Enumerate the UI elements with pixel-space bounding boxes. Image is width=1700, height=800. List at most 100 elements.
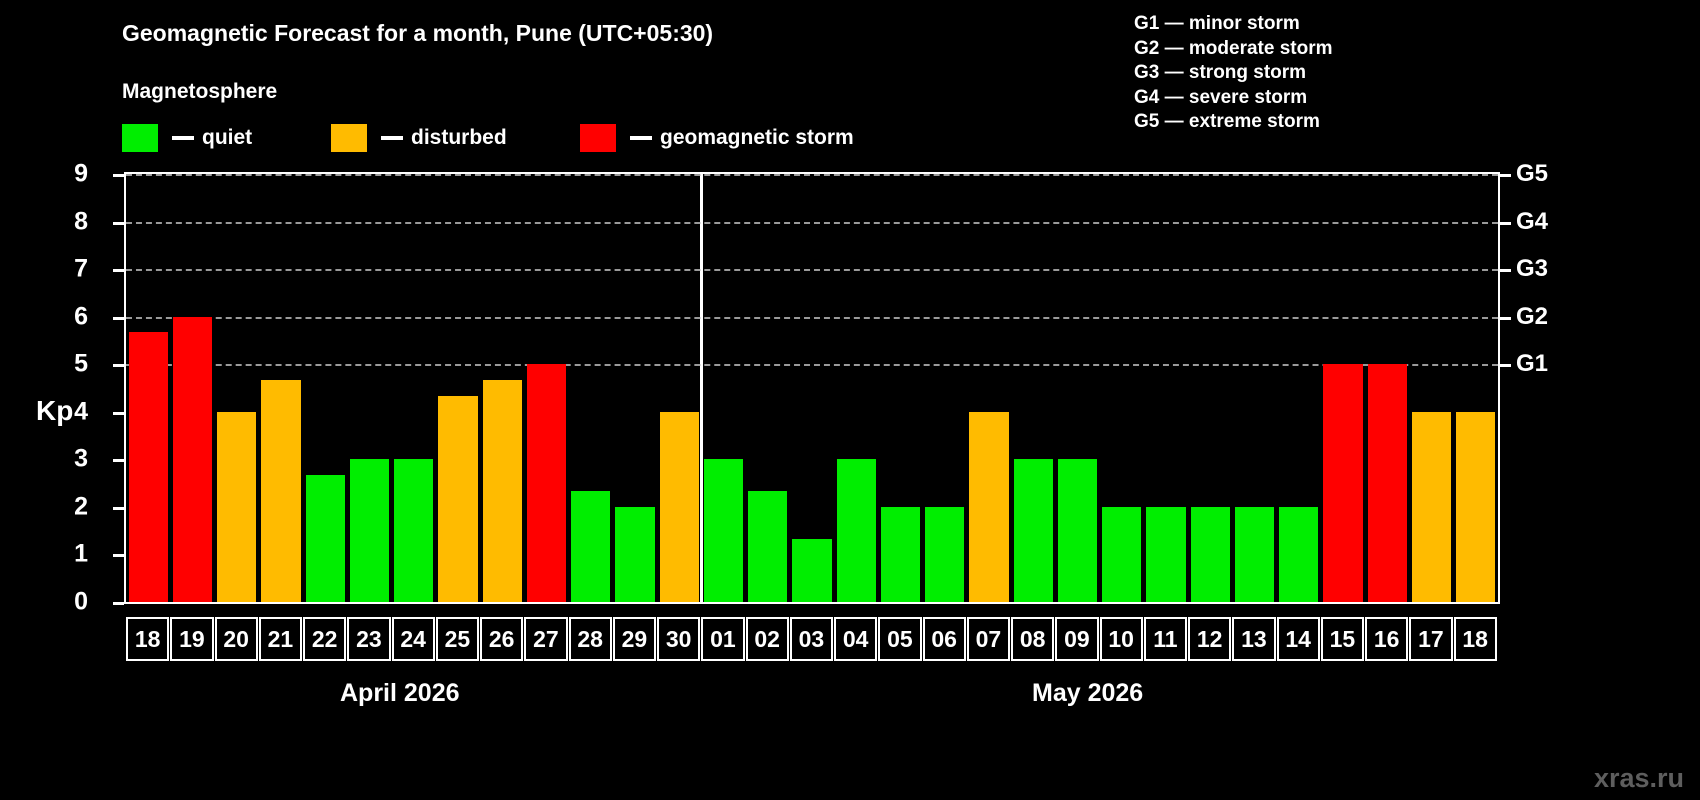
bar-april-18 (128, 332, 168, 602)
y-tick-mark-0 (113, 602, 124, 605)
date-cell-may-02[interactable]: 02 (745, 617, 789, 661)
legend-dash-icon (630, 136, 652, 140)
g-tick-label-G5: G5 (1516, 160, 1549, 187)
date-cell-may-03[interactable]: 03 (789, 617, 833, 661)
date-cell-april-27[interactable]: 27 (524, 617, 568, 661)
gscale-row-2: G2 — moderate storm (1134, 37, 1333, 59)
date-cell-may-04[interactable]: 04 (834, 617, 878, 661)
g-tick-label-G2: G2 (1516, 302, 1549, 330)
g-tick-mark-G4 (1500, 221, 1511, 225)
g-tick-label-G4: G4 (1516, 207, 1549, 235)
bar-may-05 (880, 506, 921, 602)
date-cell-april-22[interactable]: 22 (303, 617, 347, 661)
y-tick-label-8: 8 (74, 207, 88, 236)
y-tick-label-2: 2 (74, 492, 88, 521)
y-tick-label-3: 3 (74, 444, 88, 473)
bar-april-29 (615, 506, 655, 602)
legend-dash-icon (172, 136, 194, 140)
bar-may-11 (1146, 506, 1186, 602)
legend-item-storm: geomagnetic storm (580, 123, 854, 153)
bar-may-12 (1190, 506, 1230, 602)
date-cell-may-14[interactable]: 14 (1276, 617, 1320, 661)
bar-may-17 (1411, 411, 1452, 602)
date-cell-may-11[interactable]: 11 (1143, 617, 1187, 661)
date-cell-april-28[interactable]: 28 (568, 617, 612, 661)
gridline-kp-8 (126, 221, 1498, 224)
date-cell-may-09[interactable]: 09 (1055, 617, 1099, 661)
bar-may-13 (1234, 506, 1275, 602)
legend-label-storm: geomagnetic storm (660, 126, 854, 149)
y-tick-mark-8 (113, 221, 124, 225)
date-cell-may-10[interactable]: 10 (1099, 617, 1143, 661)
date-cell-may-07[interactable]: 07 (966, 617, 1010, 661)
date-cell-april-21[interactable]: 21 (258, 617, 302, 661)
date-cell-may-06[interactable]: 06 (922, 617, 966, 661)
bar-april-19 (172, 316, 212, 602)
bar-may-01 (703, 459, 744, 602)
bar-may-06 (925, 506, 965, 602)
g-tick-mark-G1 (1500, 364, 1511, 368)
date-cell-april-29[interactable]: 29 (612, 617, 656, 661)
bar-april-27 (526, 364, 567, 602)
y-tick-mark-1 (113, 554, 124, 558)
y-tick-mark-4 (113, 411, 124, 415)
legend-label-quiet: quiet (202, 126, 253, 149)
y-tick-label-0: 0 (74, 587, 88, 616)
y-tick-label-7: 7 (74, 254, 88, 283)
bar-april-24 (394, 459, 434, 602)
gscale-legend: G1 — minor storm G2 — moderate storm G3 — … (1134, 12, 1333, 135)
bar-may-16 (1367, 364, 1407, 602)
bar-may-14 (1279, 506, 1319, 602)
y-axis-label: Kp (36, 395, 74, 426)
legend-label-disturbed: disturbed (411, 126, 507, 149)
bar-may-07 (969, 411, 1009, 602)
watermark: xras.ru (1593, 763, 1684, 793)
date-cell-april-19[interactable]: 19 (170, 617, 214, 661)
date-cell-april-18[interactable]: 18 (126, 617, 170, 661)
gscale-row-5: G5 — extreme storm (1134, 111, 1320, 132)
legend-item-disturbed: disturbed (331, 123, 507, 153)
date-cell-april-26[interactable]: 26 (480, 617, 524, 661)
g-tick-label-G1: G1 (1516, 350, 1549, 378)
date-cell-may-15[interactable]: 15 (1320, 617, 1364, 661)
legend-swatch-quiet (122, 124, 158, 152)
magnetosphere-heading: Magnetosphere (122, 80, 278, 103)
date-axis: 18 19 20 21 22 23 24 25 26 27 28 29 30 01 02 03 04 05 06 07… (126, 617, 1498, 661)
date-cell-may-18[interactable]: 18 (1453, 617, 1497, 661)
date-cell-may-12[interactable]: 12 (1188, 617, 1232, 661)
date-cell-april-30[interactable]: 30 (657, 617, 701, 661)
g-tick-mark-G3 (1500, 269, 1511, 273)
legend-swatch-disturbed (331, 124, 367, 152)
g-tick-mark-G5 (1500, 174, 1511, 177)
g-tick-mark-G2 (1500, 316, 1511, 320)
date-cell-may-01[interactable]: 01 (701, 617, 745, 661)
date-cell-may-05[interactable]: 05 (878, 617, 922, 661)
bar-may-10 (1102, 506, 1142, 602)
bars-layer (126, 174, 1498, 602)
date-cell-april-24[interactable]: 24 (391, 617, 435, 661)
legend-item-quiet: quiet (122, 123, 252, 153)
gridline-kp-6 (126, 316, 1498, 319)
date-cell-april-25[interactable]: 25 (435, 617, 479, 661)
y-tick-mark-3 (113, 459, 124, 463)
date-cell-may-17[interactable]: 17 (1409, 617, 1453, 661)
legend-swatch-storm (580, 124, 616, 152)
y-tick-label-1: 1 (74, 539, 88, 568)
gridline-kp-9 (126, 174, 1498, 176)
date-cell-may-13[interactable]: 13 (1232, 617, 1276, 661)
bar-may-18 (1456, 411, 1496, 602)
month-label-0: April 2026 (340, 679, 460, 707)
date-cell-may-16[interactable]: 16 (1365, 617, 1409, 661)
y-tick-mark-6 (113, 316, 124, 320)
y-tick-mark-5 (113, 364, 124, 368)
y-tick-label-6: 6 (74, 302, 88, 331)
date-cell-may-08[interactable]: 08 (1011, 617, 1055, 661)
bar-april-20 (217, 411, 257, 602)
bar-april-21 (261, 379, 301, 602)
legend-dash-icon (381, 136, 403, 140)
bar-may-15 (1323, 364, 1363, 602)
date-cell-april-20[interactable]: 20 (214, 617, 258, 661)
date-cell-april-23[interactable]: 23 (347, 617, 391, 661)
gridline-kp-5 (126, 364, 1498, 367)
